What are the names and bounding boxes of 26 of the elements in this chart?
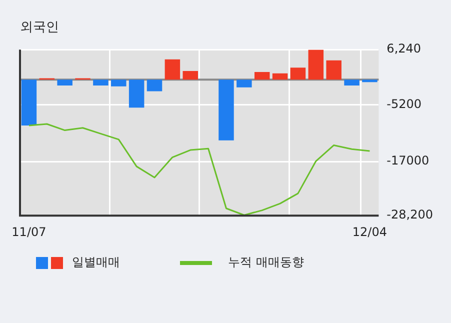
chart-title: 외국인 [20,20,59,36]
legend-label: 일별매매 [72,254,120,271]
y-tick-label: -17000 [386,154,430,168]
bar [344,80,360,86]
bar [146,80,162,92]
x-tick-label: 11/07 [12,224,46,239]
bar [111,80,126,86]
bar [182,71,198,80]
legend-label: 누적 매매동향 [228,254,304,271]
bar [128,80,144,108]
bar [308,50,324,80]
bar [362,80,378,82]
bar [326,60,342,80]
y-tick-label: -5200 [386,96,422,111]
bar [57,80,72,86]
y-tick-label: -28,200 [386,208,434,222]
bar [290,68,306,80]
bar [254,72,270,80]
bar [93,80,108,86]
bar [272,73,288,80]
bar [21,80,37,126]
bar [236,80,252,88]
y-tick-label: 6,240 [386,42,422,56]
x-tick-label: 12/04 [352,224,388,239]
bar [164,59,180,80]
bar [218,80,234,140]
